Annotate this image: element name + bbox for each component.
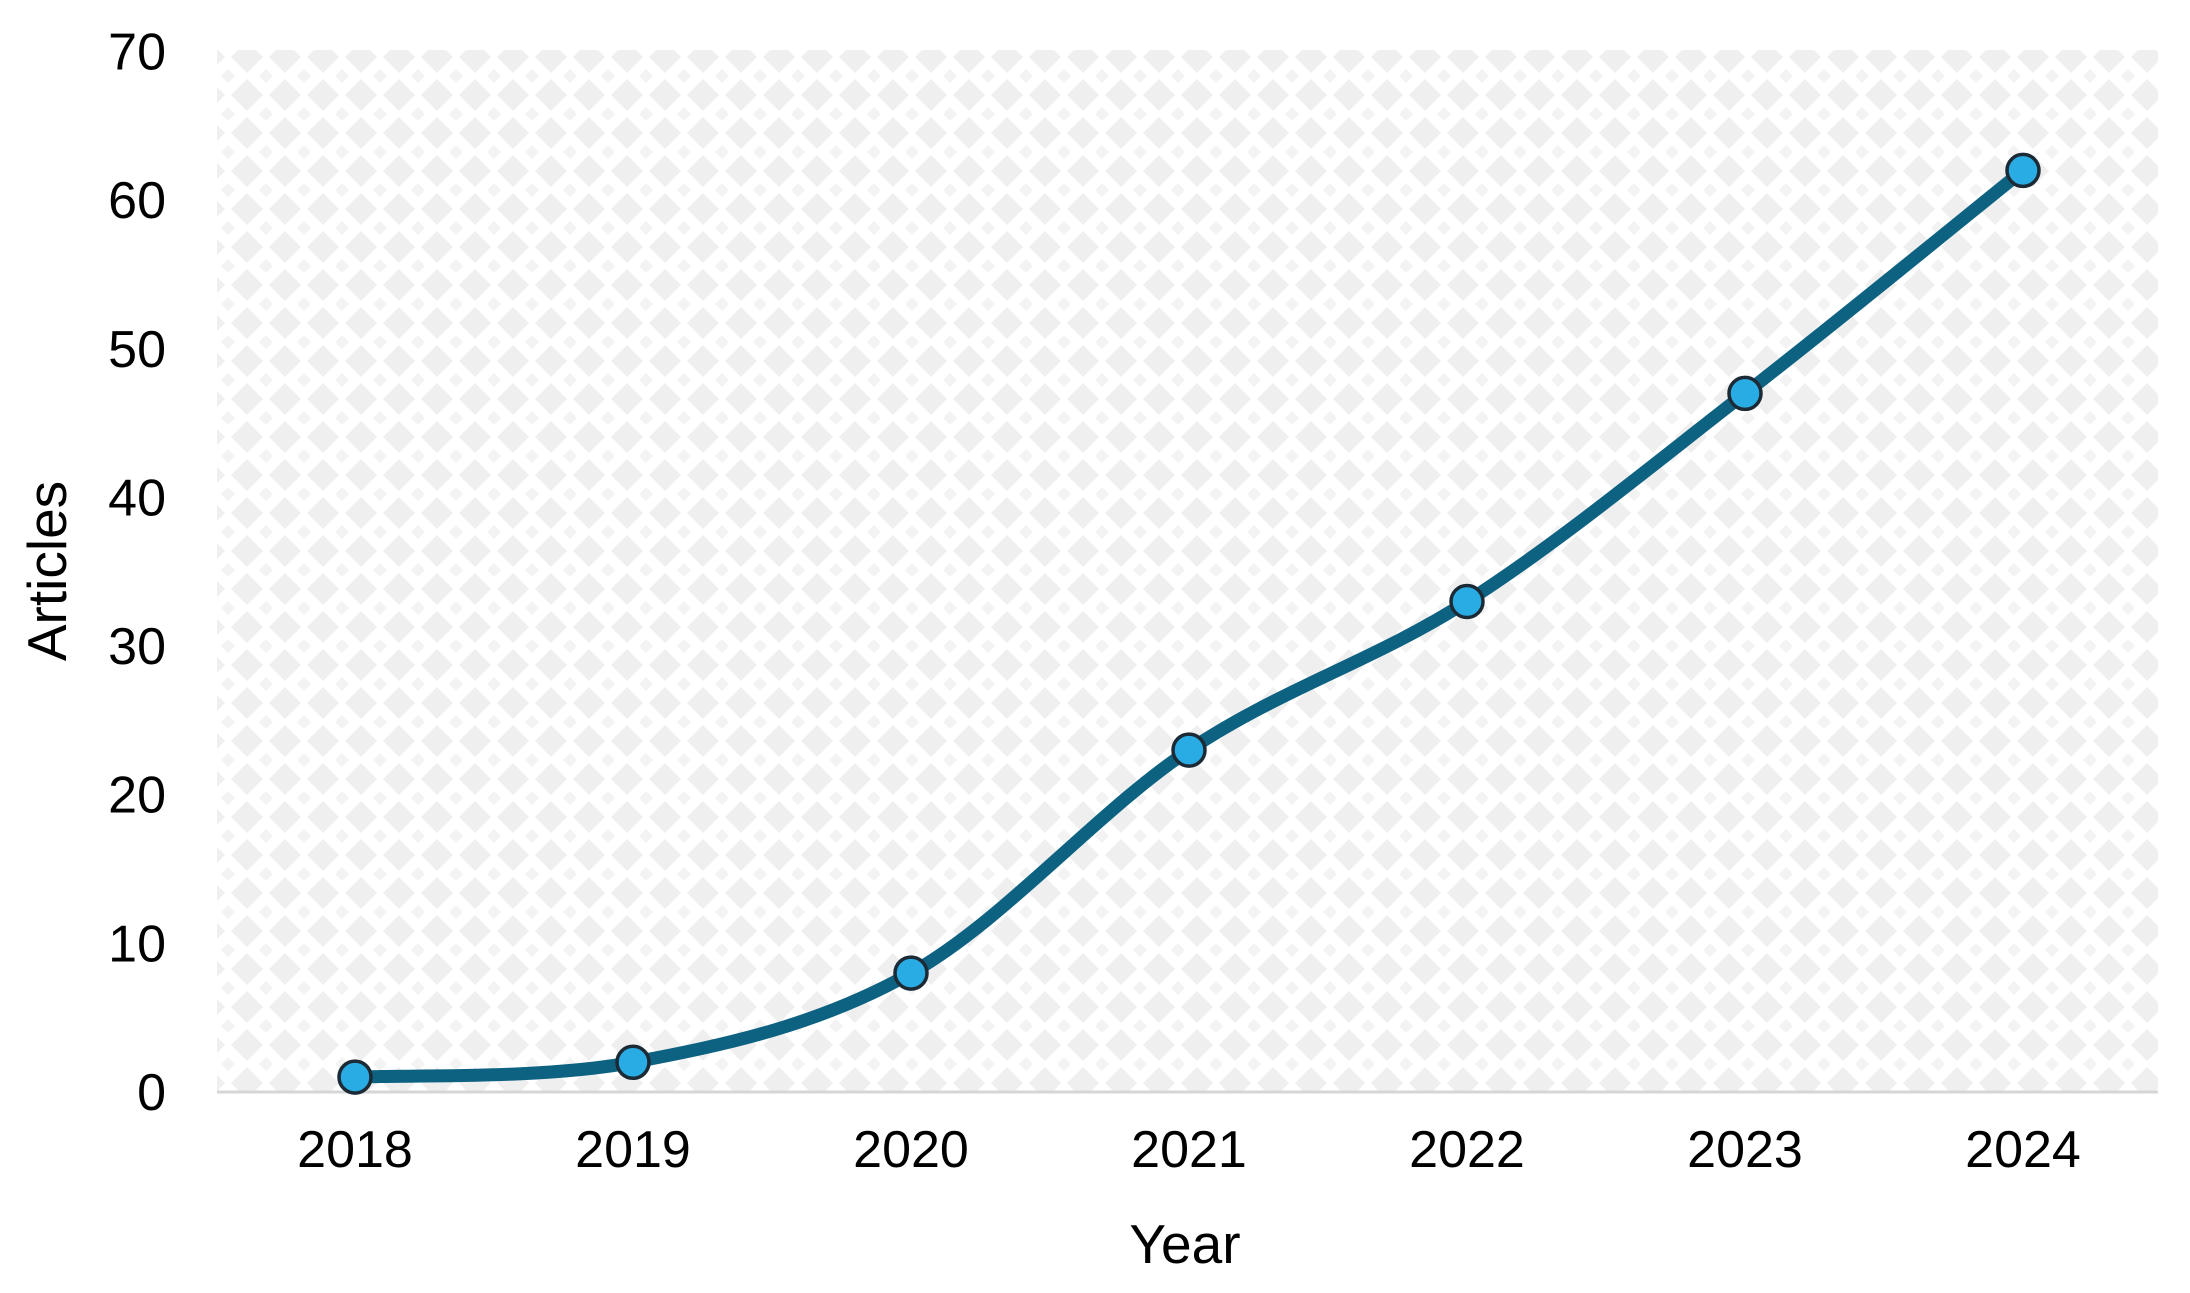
data-point-marker-2021 <box>1171 732 1207 768</box>
data-point-marker-2020 <box>893 955 929 991</box>
x-tick-label-2023: 2023 <box>1687 1121 1803 1179</box>
x-tick-label-2020: 2020 <box>853 1121 969 1179</box>
x-tick-label-2018: 2018 <box>297 1121 413 1179</box>
x-axis-tick-labels: 2018 2019 2020 2021 2022 2023 2024 <box>297 1121 2081 1179</box>
y-tick-label-70: 70 <box>108 24 166 82</box>
series-markers <box>337 152 2041 1095</box>
data-point-marker-2019 <box>615 1044 651 1081</box>
x-tick-label-2019: 2019 <box>575 1121 691 1179</box>
plot-area-background <box>217 50 2158 1092</box>
x-tick-label-2022: 2022 <box>1409 1121 1525 1179</box>
x-axis-title: Year <box>1129 1213 1240 1275</box>
y-tick-label-10: 10 <box>108 915 166 973</box>
x-tick-label-2024: 2024 <box>1965 1121 2081 1179</box>
data-point-marker-2024 <box>2005 152 2041 189</box>
data-point-marker-2022 <box>1449 583 1485 620</box>
data-point-marker-2018 <box>337 1059 373 1095</box>
y-tick-label-60: 60 <box>108 172 166 230</box>
y-tick-label-30: 30 <box>108 618 166 676</box>
data-point-marker-2023 <box>1727 375 1763 412</box>
y-tick-label-50: 50 <box>108 321 166 379</box>
x-tick-label-2021: 2021 <box>1131 1121 1247 1179</box>
y-axis-title: Articles <box>16 481 78 661</box>
y-tick-label-20: 20 <box>108 767 166 825</box>
y-tick-label-40: 40 <box>108 469 166 527</box>
y-axis-tick-labels: 0 10 20 30 40 50 60 70 <box>108 24 166 1123</box>
y-tick-label-0: 0 <box>137 1064 166 1122</box>
